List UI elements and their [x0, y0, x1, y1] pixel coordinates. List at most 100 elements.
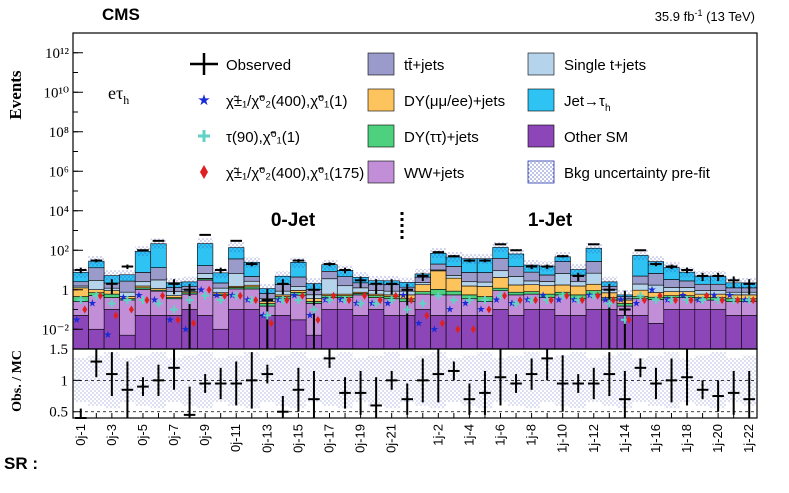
bar-segment: [570, 281, 587, 287]
signal-star: ★: [601, 295, 610, 306]
signal-diamond: [175, 315, 181, 324]
uncertainty-box: [492, 242, 509, 253]
x-tick-label: 0j-9: [197, 424, 212, 446]
x-tick-label: 0j-13: [259, 424, 274, 453]
bar-segment: [103, 293, 120, 298]
x-tick-label: 1j-20: [710, 424, 725, 453]
legend-item-jettau: Jet→τh: [527, 88, 611, 114]
bar-segment: [336, 276, 354, 287]
bar-segment: [461, 315, 478, 350]
signal-star: ★: [383, 299, 392, 310]
bar-segment: [554, 273, 571, 286]
bar-segment: [88, 279, 105, 290]
legend-swatch: [527, 124, 555, 148]
bar-segment: [539, 281, 556, 287]
y-tick-label: 10⁸: [49, 125, 69, 141]
uncertainty-box: [244, 257, 260, 268]
uncertainty-box: [586, 243, 602, 254]
signal-diamond: [377, 296, 383, 305]
legend-swatch: [527, 88, 555, 112]
signal-diamond: [455, 325, 461, 334]
signal-diamond: [253, 296, 259, 305]
bar-segment: [368, 309, 385, 350]
ratio-uncertainty-box: [275, 355, 291, 406]
signal-diamond: [735, 296, 741, 305]
y-tick-label: 10²: [50, 243, 70, 259]
signal-diamond: [82, 285, 756, 334]
signal-diamond: [113, 311, 119, 320]
signal-star: ★: [554, 295, 563, 306]
bar-segment: [414, 282, 431, 286]
bar-segment: [523, 284, 540, 292]
bar-segment: [228, 309, 245, 350]
bar-segment: [694, 283, 711, 291]
bar-segment: [150, 267, 167, 281]
signal-star: ★: [197, 285, 206, 296]
bar-segment: [507, 284, 525, 293]
bar-segment: [212, 282, 229, 289]
signal-star: ★: [679, 291, 688, 302]
x-tick-label: 0j-1: [73, 424, 88, 446]
legend-star: ★: [197, 92, 210, 109]
x-tick-label: 0j-3: [104, 424, 119, 446]
legend-item-sig1: ★ χ̃±₁/χ̃⁰₂(400),χ̃⁰₁(1): [197, 92, 347, 110]
signal-diamond: [315, 315, 321, 324]
bar-segment: [336, 285, 354, 295]
y-tick-label: 1: [62, 283, 70, 299]
bar-segment: [523, 271, 540, 282]
bar-segment: [539, 309, 556, 350]
luminosity-label: 35.9 fb-1 (13 TeV): [655, 8, 755, 24]
bar-segment: [507, 276, 525, 286]
bar-segment: [430, 270, 447, 290]
bar-segment: [150, 315, 167, 350]
signal-star: ★: [725, 291, 734, 302]
signal-diamond: [595, 291, 601, 300]
bar-segment: [507, 266, 525, 277]
bar-segment: [383, 315, 400, 350]
signal-star: ★: [539, 291, 548, 302]
signal-star: ★: [305, 310, 314, 321]
uncertainty-box: [570, 264, 586, 275]
bar-segment: [632, 315, 649, 350]
signal-diamond: [517, 296, 523, 305]
x-tick-label: 1j-8: [524, 424, 539, 446]
signal-diamond: [579, 296, 585, 305]
legend-swatch: [367, 160, 395, 184]
ratio-tick-label: 1: [61, 373, 69, 389]
bar-segment: [336, 309, 354, 350]
legend-item-ttbar: tt̄+jets: [367, 52, 444, 76]
signal-diamond: [362, 291, 368, 300]
x-tick-label: 0j-21: [384, 424, 399, 453]
bar-segment: [492, 287, 509, 291]
ratio-axis-ticks: 0.5 1 1.5: [49, 342, 81, 421]
bar-segment: [274, 315, 291, 350]
ratio-uncertainty-box: [88, 355, 105, 406]
bar-segment: [197, 265, 214, 274]
signal-star: ★: [119, 293, 128, 304]
legend-item-singlet: Single t+jets: [527, 52, 646, 76]
signal-star: ★: [88, 299, 97, 310]
signal-diamond: [657, 291, 663, 300]
x-tick-label: 1j-16: [648, 424, 663, 453]
x-tick-label: 0j-5: [135, 424, 150, 446]
uncertainty-box: [430, 248, 447, 259]
bar-segment: [492, 277, 509, 289]
uncertainty-box: [648, 256, 664, 267]
bar-segment: [88, 328, 105, 350]
uncertainty-box: [259, 283, 276, 294]
uncertainty-box: [290, 257, 307, 268]
x-tick-label: 0j-7: [166, 424, 181, 446]
signal-star: ★: [710, 291, 719, 302]
y-tick-label: 10⁻²: [42, 322, 70, 338]
bar-segment: [523, 280, 540, 286]
signal-diamond: [502, 291, 507, 300]
bar-segment: [585, 309, 602, 350]
legend-label: χ̃±₁/χ̃⁰₂(400),χ̃⁰₁(175): [226, 165, 364, 182]
uncertainty-box: [601, 276, 618, 287]
signal-diamond: [191, 319, 197, 328]
bar-segment: [647, 273, 665, 286]
signal-diamond: [346, 296, 352, 305]
bar-segment: [414, 291, 431, 295]
bar-segment: [150, 279, 167, 289]
x-axis-ticks: 0j-1 0j-3 0j-5 0j-7 0j-9 0j-11 0j-13 0j-15 0j-17…: [73, 413, 756, 453]
